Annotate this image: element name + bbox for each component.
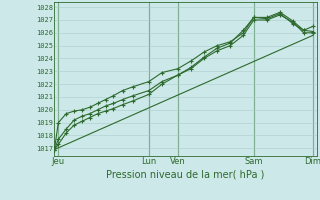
X-axis label: Pression niveau de la mer( hPa ): Pression niveau de la mer( hPa ) — [107, 169, 265, 179]
